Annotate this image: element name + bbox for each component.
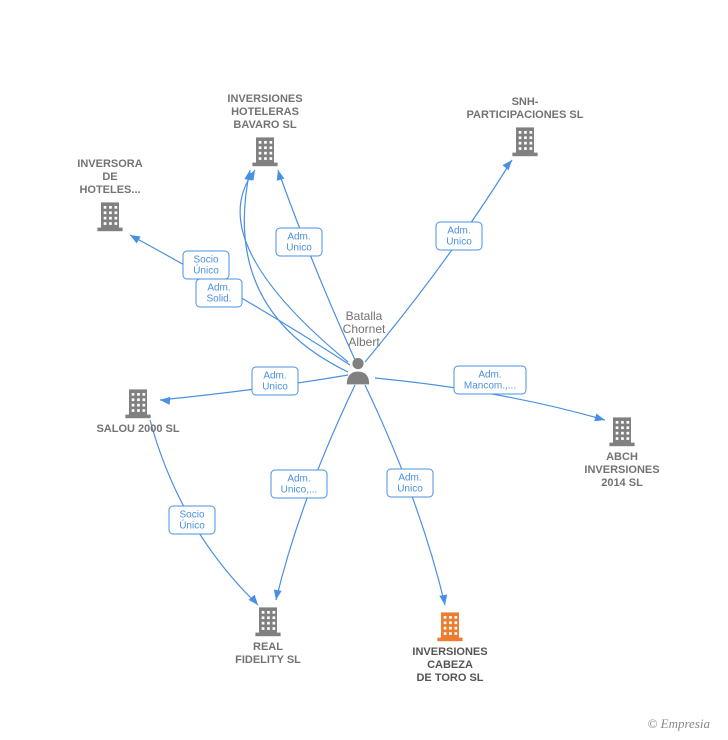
- node-snh[interactable]: SNH-PARTICIPACIONES SL: [467, 96, 584, 156]
- center-label: Albert: [348, 335, 380, 349]
- node-label: HOTELES...: [79, 184, 140, 196]
- edge-label-text: Socio: [179, 510, 204, 521]
- edge-label-text: Adm.: [287, 474, 310, 485]
- edge-label-text: Unico: [286, 243, 312, 254]
- nodes-layer: INVERSORADEHOTELES...INVERSIONESHOTELERA…: [77, 93, 659, 684]
- node-abch[interactable]: ABCHINVERSIONES2014 SL: [584, 417, 659, 489]
- edge-label-text: Adm.: [398, 473, 421, 484]
- node-label: INVERSIONES: [584, 464, 659, 476]
- center-label: Batalla: [346, 309, 383, 323]
- building-icon: [252, 137, 277, 166]
- edge: Adm.Unico: [365, 157, 515, 362]
- edge: Adm.Unico,...: [271, 385, 355, 601]
- edge-label-text: Unico,...: [281, 485, 318, 496]
- building-icon: [97, 202, 122, 231]
- center-node[interactable]: BatallaChornetAlbert: [343, 309, 386, 384]
- edge-label-text: Adm.: [447, 226, 470, 237]
- node-label: SNH-: [512, 96, 539, 108]
- node-label: REAL: [253, 641, 283, 653]
- node-label: 2014 SL: [601, 477, 643, 489]
- node-label: INVERSORA: [77, 158, 142, 170]
- edge-label-text: Adm.: [263, 371, 286, 382]
- building-icon: [512, 127, 537, 156]
- edge: Adm.Mancom.,...: [375, 366, 606, 424]
- node-label: SALOU 2000 SL: [96, 423, 179, 435]
- node-label: FIDELITY SL: [235, 654, 301, 666]
- node-label: DE: [102, 171, 117, 183]
- edge-label-text: Socio: [193, 255, 218, 266]
- edge-label-text: Solid.: [206, 294, 231, 305]
- node-label: DE TORO SL: [416, 672, 483, 684]
- edge-label-text: Adm.: [287, 232, 310, 243]
- node-label: INVERSIONES: [412, 646, 487, 658]
- edge-label-text: Mancom.,...: [464, 381, 516, 392]
- building-icon: [125, 389, 150, 418]
- edge: SocioÚnico: [183, 168, 348, 362]
- edge: Adm.Unico: [160, 367, 348, 405]
- watermark: © Empresia: [648, 716, 711, 731]
- node-label: BAVARO SL: [233, 119, 296, 131]
- edge-label-text: Adm.: [207, 283, 230, 294]
- building-icon: [437, 612, 462, 641]
- network-diagram: Adm.UnicoSocioÚnicoAdm.Solid.Adm.UnicoAd…: [0, 0, 728, 740]
- node-label: HOTELERAS: [231, 106, 299, 118]
- node-inversora[interactable]: INVERSORADEHOTELES...: [77, 158, 142, 231]
- edge: SocioÚnico: [150, 420, 261, 608]
- edge-label-text: Único: [179, 519, 205, 532]
- edge: Adm.Unico: [365, 385, 449, 606]
- building-icon: [609, 417, 634, 446]
- node-inversiones_hoteleras[interactable]: INVERSIONESHOTELERASBAVARO SL: [227, 93, 302, 166]
- edge-label-text: Unico: [397, 484, 423, 495]
- edge-label-text: Unico: [262, 382, 288, 393]
- person-icon: [347, 358, 369, 384]
- node-label: ABCH: [606, 451, 638, 463]
- node-label: PARTICIPACIONES SL: [467, 109, 584, 121]
- edge-label-text: Único: [193, 264, 219, 277]
- center-label: Chornet: [343, 322, 386, 336]
- node-cabeza_de_toro[interactable]: INVERSIONESCABEZADE TORO SL: [412, 612, 487, 684]
- building-icon: [255, 607, 280, 636]
- node-label: INVERSIONES: [227, 93, 302, 105]
- node-real_fidelity[interactable]: REALFIDELITY SL: [235, 607, 301, 666]
- edge-label-text: Adm.: [478, 370, 501, 381]
- node-label: CABEZA: [427, 659, 473, 671]
- edge-label-text: Unico: [446, 237, 472, 248]
- node-salou[interactable]: SALOU 2000 SL: [96, 389, 179, 435]
